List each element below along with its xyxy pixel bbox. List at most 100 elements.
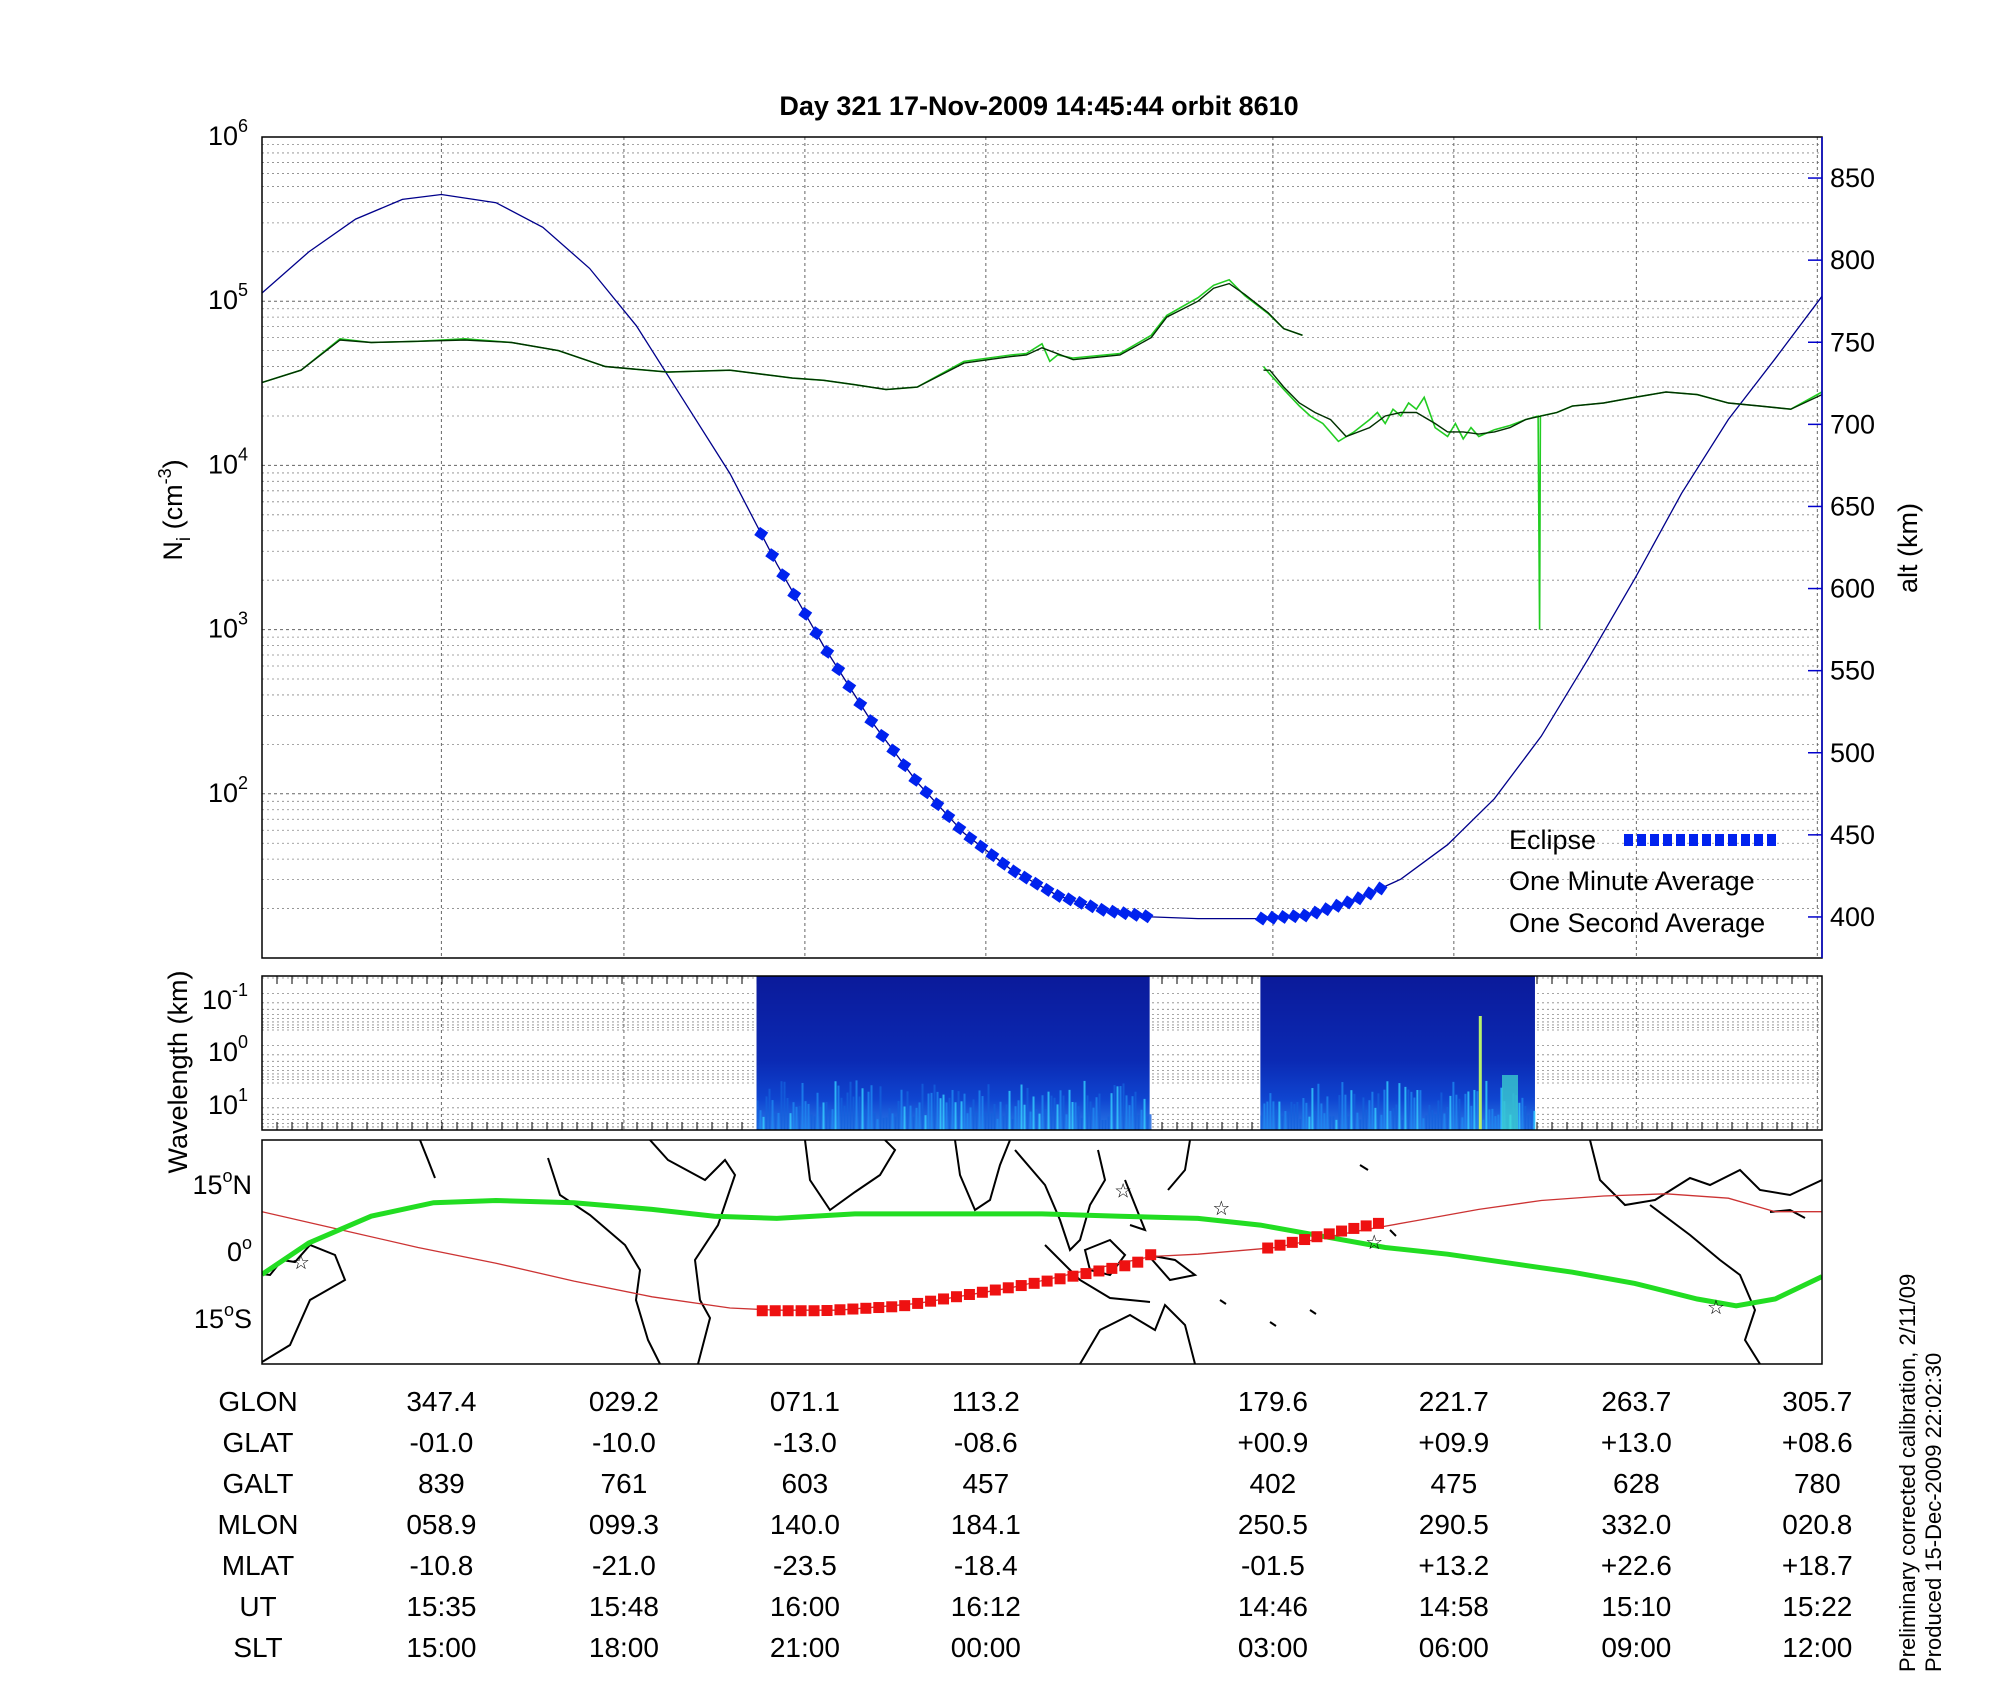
eclipse-marker — [842, 679, 857, 694]
legend-eclipse-mark — [1741, 834, 1750, 846]
spectrogram-bar — [1290, 1101, 1293, 1130]
spectrogram-bar — [1338, 1095, 1341, 1130]
coastlines — [262, 1140, 1822, 1364]
eclipse-marker — [996, 856, 1011, 871]
spectrogram-bar — [1365, 1109, 1368, 1130]
spectrogram-bar — [1287, 1111, 1290, 1130]
spectrogram-bar — [1263, 1103, 1266, 1130]
orbit-map-frame — [261, 1139, 1823, 1365]
table-cell: 347.4 — [406, 1386, 476, 1417]
spectrogram-bar — [1344, 1094, 1347, 1130]
spectrogram-bar — [1041, 1095, 1044, 1130]
spectrogram — [756, 976, 1536, 1130]
eclipse-track-marker — [795, 1305, 807, 1317]
spectrogram-bar — [858, 1096, 861, 1130]
spectrogram-bar — [837, 1085, 840, 1130]
spectrogram-bar — [1035, 1108, 1038, 1130]
spectrogram-bar — [1125, 1095, 1128, 1130]
eclipse-marker — [1341, 895, 1356, 910]
star-marker: ☆ — [1114, 1180, 1132, 1202]
ion-density-grid — [262, 136, 1822, 959]
eclipse-marker — [787, 587, 802, 602]
spectrogram-bar — [813, 1116, 816, 1130]
legend-eclipse-swatch — [1624, 834, 1776, 846]
spectrogram-bar — [1521, 1097, 1524, 1130]
eclipse-marker — [1084, 899, 1099, 914]
spectrogram-bar — [855, 1080, 858, 1130]
table-cell: 15:48 — [589, 1591, 659, 1622]
altitude-y-ticks: 850 800 750 700 650 600 550 500 450 400 — [1808, 163, 1875, 932]
spectrogram-bar — [771, 1100, 774, 1130]
table-cell: 113.2 — [952, 1386, 1020, 1417]
spectrogram-bar — [1398, 1083, 1401, 1130]
eclipse-marker — [930, 797, 945, 812]
table-cell: 12:00 — [1782, 1632, 1852, 1663]
legend-eclipse-mark — [1728, 834, 1737, 846]
spectrogram-bar — [1110, 1093, 1113, 1130]
spectrogram-bar — [798, 1105, 801, 1130]
wavelength-tick-label: 10-1 — [202, 980, 248, 1015]
eclipse-track-marker — [976, 1286, 988, 1298]
eclipse-marker — [974, 839, 989, 854]
table-cell: 780 — [1794, 1468, 1841, 1499]
table-cell: 06:00 — [1419, 1632, 1489, 1663]
eclipse-marker — [897, 758, 912, 773]
spectrogram-bar — [1005, 1104, 1008, 1130]
spectrogram-bar — [1347, 1116, 1350, 1130]
eclipse-marker — [853, 696, 868, 711]
table-cell: 15:22 — [1782, 1591, 1852, 1622]
spectrogram-bar — [1011, 1118, 1014, 1130]
y-tick-label: 102 — [208, 773, 248, 808]
spectrogram-bar — [912, 1116, 915, 1130]
table-cell: 332.0 — [1601, 1509, 1671, 1540]
spectrogram-bar — [1053, 1097, 1056, 1130]
eclipse-track-marker — [1372, 1217, 1384, 1229]
spectrogram-bar — [1323, 1113, 1326, 1130]
spectrogram-bar — [1308, 1116, 1311, 1130]
altitude-tick-label: 600 — [1830, 574, 1875, 604]
spectrogram-bar — [1314, 1110, 1317, 1130]
altitude-tick-label: 800 — [1830, 245, 1875, 275]
eclipse-track-marker — [1299, 1234, 1311, 1246]
table-cell: 184.1 — [951, 1509, 1021, 1540]
spectrogram-bar — [993, 1103, 996, 1130]
spectrogram-bar — [834, 1081, 837, 1130]
spectrogram-bar — [1143, 1098, 1146, 1130]
spectrogram-bar — [921, 1083, 924, 1130]
spectrogram-bar — [1116, 1086, 1119, 1130]
spectrogram-bar — [1494, 1116, 1497, 1130]
eclipse-marker — [952, 821, 967, 836]
table-cell: 140.0 — [770, 1509, 840, 1540]
spectrogram-bar — [861, 1088, 864, 1130]
spectrogram-bar — [906, 1091, 909, 1130]
latitude-tick-label: 0o — [227, 1233, 252, 1267]
spectrogram-bar — [1131, 1096, 1134, 1130]
spectrogram-bar — [1413, 1097, 1416, 1130]
chart-title: Day 321 17-Nov-2009 14:45:44 orbit 8610 — [779, 91, 1298, 121]
star-marker: ☆ — [292, 1252, 310, 1274]
spectrogram-bar — [804, 1101, 807, 1130]
coastline-india — [954, 1140, 1011, 1212]
spectrogram-bar — [897, 1100, 900, 1130]
altitude-tick-label: 550 — [1830, 656, 1875, 686]
table-row-label: GLON — [218, 1386, 297, 1417]
table-cell: +13.2 — [1418, 1550, 1489, 1581]
eclipse-marker — [908, 772, 923, 787]
spectrogram-bar — [1296, 1101, 1299, 1130]
spectrogram-bar — [1278, 1101, 1281, 1130]
eclipse-track-marker — [950, 1291, 962, 1303]
table-cell: 00:00 — [951, 1632, 1021, 1663]
one-minute-segment — [261, 282, 1303, 391]
spectrogram-bar — [1305, 1102, 1308, 1130]
spectrogram-bar — [1029, 1111, 1032, 1130]
table-cell: 761 — [601, 1468, 648, 1499]
spectrogram-bar — [891, 1113, 894, 1130]
wavelength-tick-label: 100 — [208, 1032, 248, 1067]
spectrogram-bar — [756, 1100, 759, 1130]
spectrogram-bar — [960, 1101, 963, 1130]
spectrogram-bar — [864, 1109, 867, 1130]
coastline-africa-east — [649, 1140, 737, 1364]
spectrogram-bar — [1530, 1109, 1533, 1130]
eclipse-marker — [1362, 886, 1377, 901]
spectrogram-bar — [1266, 1101, 1269, 1130]
